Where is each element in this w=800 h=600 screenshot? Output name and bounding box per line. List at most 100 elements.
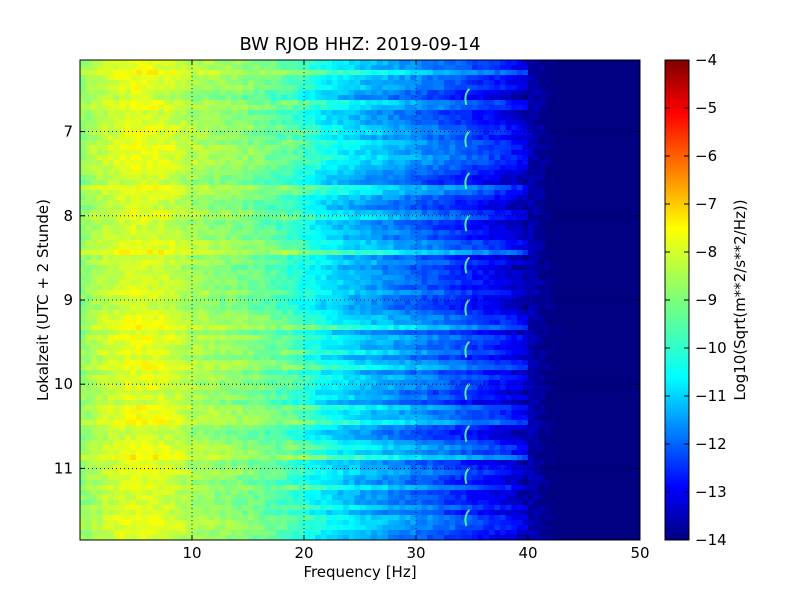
heatmap-cell [444, 215, 451, 221]
heatmap-cell [124, 175, 131, 181]
heatmap-cell [180, 275, 187, 281]
heatmap-cell [164, 120, 171, 126]
heatmap-cell [444, 170, 451, 176]
heatmap-cell [410, 220, 417, 226]
heatmap-cell [242, 75, 249, 81]
heatmap-cell [332, 270, 339, 276]
heatmap-cell [124, 255, 131, 261]
heatmap-cell [466, 110, 473, 116]
heatmap-cell [147, 100, 154, 106]
heatmap-cell [175, 260, 182, 266]
heatmap-cell [528, 225, 535, 231]
heatmap-cell [175, 175, 182, 181]
heatmap-cell [225, 300, 232, 306]
heatmap-cell [348, 205, 355, 211]
heatmap-cell [180, 155, 187, 161]
heatmap-cell [348, 85, 355, 91]
heatmap-cell [494, 195, 501, 201]
heatmap-cell [477, 245, 484, 251]
heatmap-cell [220, 265, 227, 271]
heatmap-cell [427, 110, 434, 116]
heatmap-cell [600, 190, 607, 196]
heatmap-cell [444, 205, 451, 211]
heatmap-cell [354, 300, 361, 306]
heatmap-cell [259, 155, 266, 161]
heatmap-cell [270, 210, 277, 216]
heatmap-cell [298, 240, 305, 246]
heatmap-cell [572, 290, 579, 296]
heatmap-cell [617, 100, 624, 106]
heatmap-cell [203, 155, 210, 161]
heatmap-cell [164, 125, 171, 131]
heatmap-cell [264, 130, 271, 136]
heatmap-cell [516, 220, 523, 226]
heatmap-cell [192, 285, 199, 291]
heatmap-cell [410, 135, 417, 141]
heatmap-cell [253, 220, 260, 226]
heatmap-cell [393, 220, 400, 226]
heatmap-cell [124, 100, 131, 106]
heatmap-cell [399, 305, 406, 311]
heatmap-cell [315, 275, 322, 281]
heatmap-cell [152, 180, 159, 186]
heatmap-cell [332, 300, 339, 306]
heatmap-cell [225, 80, 232, 86]
heatmap-cell [376, 120, 383, 126]
heatmap-cell [589, 215, 596, 221]
heatmap-cell [236, 185, 243, 191]
heatmap-cell [561, 140, 568, 146]
heatmap-cell [164, 150, 171, 156]
heatmap-cell [365, 165, 372, 171]
heatmap-cell [225, 290, 232, 296]
heatmap-cell [164, 105, 171, 111]
heatmap-cell [292, 245, 299, 251]
heatmap-cell [404, 170, 411, 176]
heatmap-cell [500, 80, 507, 86]
heatmap-cell [236, 150, 243, 156]
heatmap-cell [600, 100, 607, 106]
heatmap-cell [270, 295, 277, 301]
heatmap-cell [203, 180, 210, 186]
heatmap-cell [477, 275, 484, 281]
heatmap-cell [214, 295, 221, 301]
heatmap-cell [220, 95, 227, 101]
heatmap-cell [309, 160, 316, 166]
heatmap-cell [533, 285, 540, 291]
heatmap-cell [505, 75, 512, 81]
heatmap-cell [158, 85, 165, 91]
heatmap-cell [85, 145, 92, 151]
heatmap-cell [533, 185, 540, 191]
heatmap-cell [472, 275, 479, 281]
heatmap-cell [494, 225, 501, 231]
heatmap-cell [281, 175, 288, 181]
heatmap-cell [472, 160, 479, 166]
heatmap-cell [416, 220, 423, 226]
heatmap-cell [438, 140, 445, 146]
heatmap-cell [203, 110, 210, 116]
heatmap-cell [488, 195, 495, 201]
heatmap-cell [623, 70, 630, 76]
heatmap-cell [460, 300, 467, 306]
heatmap-cell [108, 200, 115, 206]
heatmap-cell [231, 150, 238, 156]
heatmap-cell [96, 230, 103, 236]
heatmap-cell [500, 185, 507, 191]
heatmap-cell [483, 85, 490, 91]
heatmap-cell [393, 230, 400, 236]
heatmap-cell [169, 165, 176, 171]
heatmap-cell [477, 305, 484, 311]
heatmap-cell [287, 195, 294, 201]
heatmap-cell [124, 145, 131, 151]
heatmap-cell [332, 165, 339, 171]
heatmap-cell [197, 140, 204, 146]
heatmap-cell [578, 85, 585, 91]
heatmap-cell [365, 160, 372, 166]
heatmap-cell [466, 70, 473, 76]
heatmap-cell [589, 95, 596, 101]
heatmap-cell [460, 280, 467, 286]
heatmap-cell [483, 95, 490, 101]
heatmap-cell [236, 235, 243, 241]
heatmap-cell [393, 185, 400, 191]
heatmap-cell [544, 140, 551, 146]
heatmap-cell [488, 130, 495, 136]
